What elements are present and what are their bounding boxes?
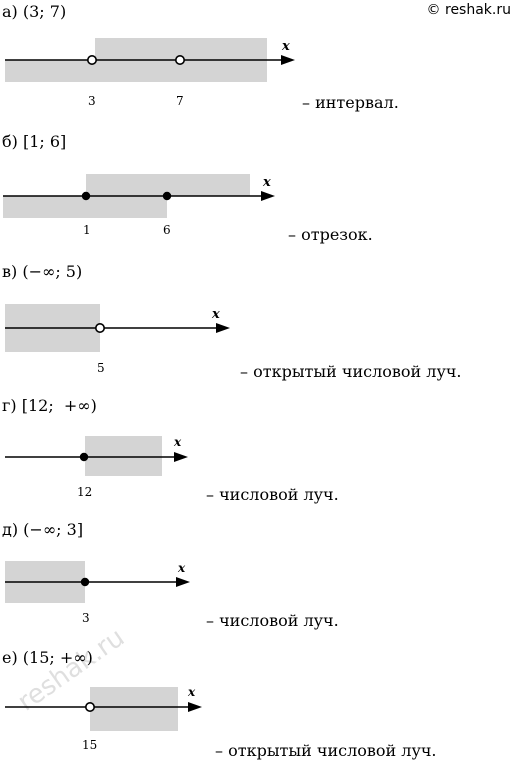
shade-b <box>86 174 250 196</box>
item-label-d: г) [12; +∞) <box>2 396 97 415</box>
item-label-a: а) (3; 7) <box>2 2 67 21</box>
tick-c-1: 5 <box>97 361 105 375</box>
item-label-c: в) (−∞; 5) <box>2 262 83 281</box>
tick-a-2: 7 <box>176 94 184 108</box>
item-label-b: б) [1; 6] <box>2 132 67 151</box>
number-line-b: x 1 6 <box>3 174 275 237</box>
axis-var-e: x <box>177 561 186 575</box>
item-desc-d: – числовой луч. <box>206 485 339 504</box>
number-line-c: x 5 <box>5 304 230 375</box>
point-e-1 <box>80 577 90 587</box>
shade-f <box>90 687 178 731</box>
shade-d <box>85 436 162 476</box>
number-line-d: x 12 <box>5 435 188 499</box>
point-d-1 <box>79 452 89 462</box>
point-f-1 <box>85 701 96 712</box>
point-c-1 <box>95 322 106 333</box>
item-desc-b: – отрезок. <box>288 225 373 244</box>
item-desc-c: – открытый числовой луч. <box>240 362 462 381</box>
item-label-e: д) (−∞; 3] <box>2 520 84 539</box>
tick-b-1: 1 <box>83 223 91 237</box>
arrow-c <box>216 323 230 333</box>
point-b-2 <box>162 191 172 201</box>
item-desc-a: – интервал. <box>302 93 399 112</box>
tick-f-1: 15 <box>82 738 97 752</box>
tick-e-1: 3 <box>82 611 90 625</box>
arrow-e <box>176 577 190 587</box>
point-a-2 <box>175 54 186 65</box>
tick-b-2: 6 <box>163 223 171 237</box>
item-label-f: е) (15; +∞) <box>2 648 93 667</box>
point-a-1 <box>87 54 98 65</box>
tick-d-1: 12 <box>77 485 92 499</box>
axis-var-f: x <box>187 685 196 699</box>
axis-var-a: x <box>281 39 290 54</box>
site-watermark: © reshak.ru <box>426 2 511 18</box>
number-line-a: x 3 7 <box>5 38 295 108</box>
axis-var-d: x <box>173 435 182 449</box>
arrow-b <box>261 191 275 201</box>
arrow-d <box>174 452 188 462</box>
arrow-f <box>188 702 202 712</box>
axis-var-c: x <box>211 307 220 322</box>
shade-a-left <box>5 60 180 82</box>
number-line-e: x 3 <box>5 561 190 625</box>
point-b-1 <box>81 191 91 201</box>
arrow-a <box>281 55 295 65</box>
item-desc-f: – открытый числовой луч. <box>215 741 437 760</box>
number-line-f: x 15 <box>5 685 202 752</box>
tick-a-1: 3 <box>88 94 96 108</box>
item-desc-e: – числовой луч. <box>206 611 339 630</box>
shade-b-lower <box>3 196 167 218</box>
axis-var-b: x <box>262 175 271 190</box>
